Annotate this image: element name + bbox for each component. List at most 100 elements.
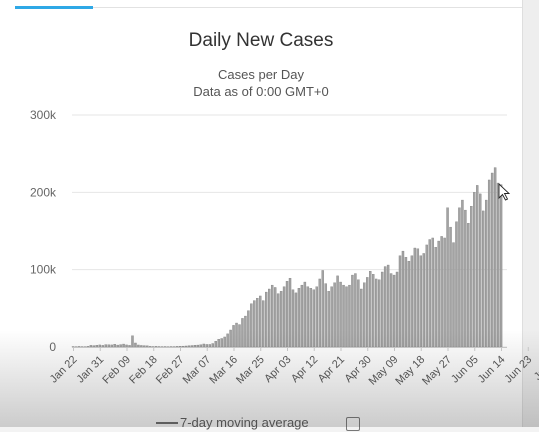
bar (224, 337, 226, 347)
bar (230, 330, 232, 347)
x-tick-label: Feb 09 (100, 354, 133, 387)
bar (179, 346, 181, 347)
bar (390, 274, 392, 347)
bar (197, 345, 199, 347)
y-tick-label: 0 (49, 340, 56, 354)
bar (414, 248, 416, 347)
bar (304, 282, 306, 347)
bar (93, 346, 95, 347)
bar (331, 287, 333, 347)
bar (337, 276, 339, 347)
bar (90, 345, 92, 347)
bar (441, 236, 443, 347)
bar (256, 298, 258, 347)
bar (96, 345, 98, 347)
bar (369, 271, 371, 347)
bar (108, 345, 110, 347)
bar (485, 200, 487, 347)
bar (488, 180, 490, 347)
bar (384, 267, 386, 347)
bar (265, 292, 267, 347)
bar (301, 285, 303, 347)
x-tick-label: Apr 21 (316, 354, 347, 385)
bar (102, 345, 104, 347)
bar (342, 285, 344, 347)
bar (146, 346, 148, 347)
bar (313, 290, 315, 347)
x-tick-label: Jun 23 (503, 354, 535, 386)
bar (123, 344, 125, 347)
bar (476, 185, 478, 347)
bar (402, 251, 404, 347)
bar (429, 240, 431, 347)
bar (316, 287, 318, 347)
bar (295, 293, 297, 347)
bar (212, 344, 214, 347)
bar (366, 277, 368, 347)
bar (328, 291, 330, 347)
x-tick-label: Mar 07 (181, 354, 214, 387)
bar (444, 238, 446, 347)
bar (467, 223, 469, 347)
bar (417, 249, 419, 347)
bar (479, 194, 481, 347)
bar (494, 168, 496, 347)
bar (461, 200, 463, 347)
bar (322, 270, 324, 347)
bar (105, 345, 107, 347)
bar (188, 346, 190, 347)
bar (482, 211, 484, 347)
bar (185, 346, 187, 347)
bar (334, 283, 336, 347)
y-tick-label: 100k (30, 263, 57, 277)
bar (458, 208, 460, 347)
bar (307, 287, 309, 347)
bar (423, 253, 425, 347)
bar (206, 344, 208, 347)
bar (149, 346, 151, 347)
bar (345, 287, 347, 347)
bar (111, 345, 113, 347)
bar (450, 227, 452, 347)
bar (99, 345, 101, 347)
bar (271, 285, 273, 347)
bar (87, 346, 89, 347)
bar (438, 241, 440, 347)
x-tick-label: Jan 31 (75, 354, 107, 386)
bar (387, 265, 389, 347)
bar (372, 274, 374, 347)
bar (182, 346, 184, 347)
bar (491, 173, 493, 347)
bar (277, 294, 279, 347)
x-tick-label: Jan 22 (48, 354, 80, 386)
bar (137, 345, 139, 347)
bar (209, 344, 211, 347)
bar (221, 338, 223, 347)
bar (155, 346, 157, 347)
bar (396, 272, 398, 347)
bar (227, 334, 229, 347)
bar (405, 257, 407, 347)
bar (176, 346, 178, 347)
bar (354, 274, 356, 347)
bar (114, 344, 116, 347)
bar (500, 185, 502, 347)
x-tick-label: Apr 12 (289, 354, 320, 385)
bar (253, 301, 255, 347)
bar (238, 325, 240, 347)
bar (360, 289, 362, 347)
bar (128, 345, 130, 347)
legend-checkbox[interactable] (346, 417, 360, 431)
bar (473, 192, 475, 347)
bar (78, 346, 80, 347)
bar (348, 285, 350, 347)
bar (218, 339, 220, 347)
bar (319, 279, 321, 347)
y-tick-label: 200k (30, 185, 57, 199)
bar (283, 287, 285, 347)
bar (268, 289, 270, 347)
x-tick-label: Mar 16 (207, 354, 240, 387)
bar (289, 278, 291, 347)
bar (215, 341, 217, 347)
bar (426, 245, 428, 347)
